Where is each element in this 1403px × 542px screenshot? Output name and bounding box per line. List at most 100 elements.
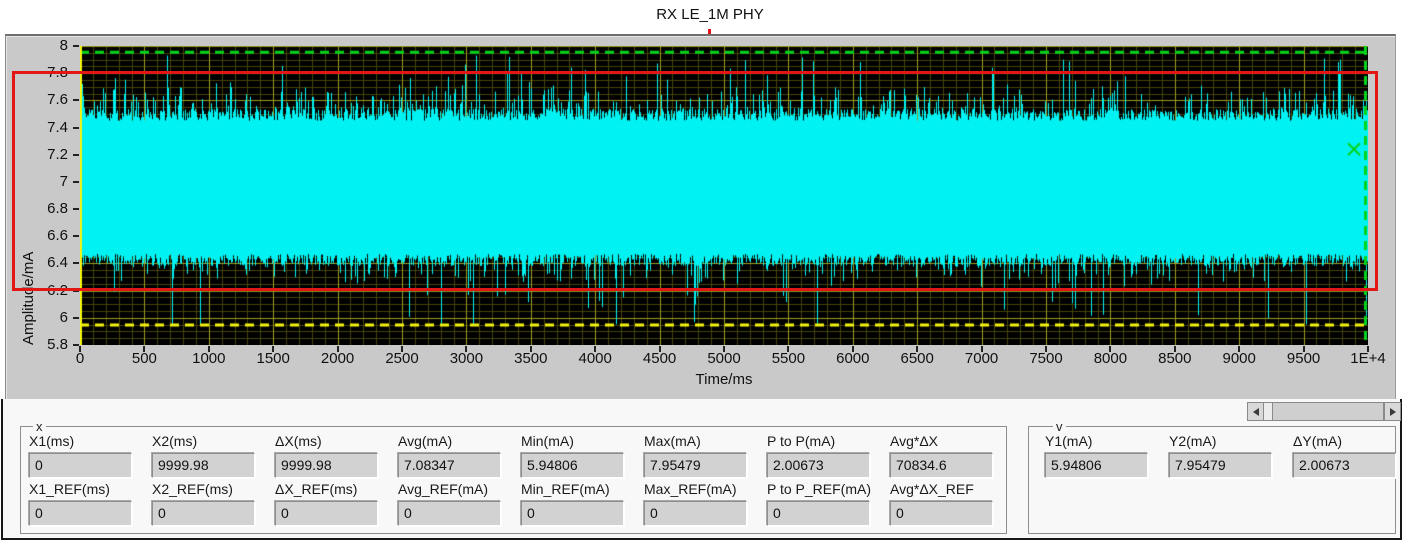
x-tick-label: 6000 [836, 350, 870, 367]
x-tick-mark [529, 346, 532, 352]
x-tick-label: 9000 [1222, 350, 1256, 367]
annotation-title: RX LE_1M PHY [656, 6, 764, 23]
y-tick-label: 7.4 [47, 118, 68, 136]
y-tick-mark [73, 235, 79, 238]
x-tick-label: 5000 [707, 350, 741, 367]
measurement-column: Avg(mA) 7.08347 Avg_REF(mA) 0 [398, 432, 501, 528]
measurement-value-field[interactable]: 70834.6 [890, 453, 993, 478]
x-tick-mark [143, 346, 146, 352]
y-tick-mark [73, 126, 79, 129]
measurement-value-field[interactable]: 5.94806 [521, 453, 624, 478]
cursor-value-field[interactable]: 5.94806 [1045, 453, 1148, 478]
measurement-ref-label: ΔX_REF(ms) [275, 481, 358, 497]
measurement-ref-value-field[interactable]: 0 [890, 501, 993, 526]
y-tick-label: 7.6 [47, 91, 68, 109]
cursor-column: Y2(mA) 7.95479 [1169, 432, 1272, 480]
scrollbar-thumb[interactable] [1272, 402, 1384, 421]
x-measurements-group: x X1(ms) 0 X1_REF(ms) 0 X2(ms) 9999.98 X2_REF(… [20, 420, 1007, 534]
scrollbar-track[interactable] [1264, 402, 1272, 421]
y-tick-mark [73, 316, 79, 319]
measurement-label: ΔX(ms) [275, 433, 322, 449]
y-tick-mark [73, 45, 79, 47]
measurement-ref-value-field[interactable]: 0 [275, 501, 378, 526]
cursor-label: Y1(mA) [1045, 433, 1093, 449]
cursor-label: Y2(mA) [1169, 433, 1217, 449]
y-tick-label: 6 [59, 308, 68, 326]
measurement-ref-label: P to P_REF(mA) [767, 481, 871, 497]
cursor-value-field[interactable]: 7.95479 [1169, 453, 1272, 478]
x-tick-label: 5500 [771, 350, 806, 367]
y-measurements-grid: Y1(mA) 5.94806 Y2(mA) 7.95479 ΔY(mA) 2.00673 [1045, 432, 1396, 480]
x-tick-mark [723, 346, 725, 352]
measurement-ref-label: Max_REF(mA) [644, 481, 737, 497]
x-tick-label: 0 [75, 350, 85, 367]
scrollbar-left-arrow-button[interactable] [1247, 402, 1264, 421]
y-measurements-group: v Y1(mA) 5.94806 Y2(mA) 7.95479 ΔY(mA) 2.0067… [1028, 420, 1396, 534]
x-tick-label: 8500 [1158, 350, 1192, 367]
measurement-label: Avg*ΔX [890, 433, 939, 449]
measurement-value-field[interactable]: 7.08347 [398, 453, 501, 478]
y-tick-label: 6.4 [47, 254, 68, 272]
measurement-value-field[interactable]: 7.95479 [644, 453, 747, 478]
x-tick-label: 8000 [1093, 350, 1128, 367]
x-tick-mark [594, 346, 597, 352]
x-tick-label: 7500 [1029, 350, 1063, 367]
measurement-ref-value-field[interactable]: 0 [152, 501, 255, 526]
measurement-column: ΔX(ms) 9999.98 ΔX_REF(ms) 0 [275, 432, 378, 528]
measurement-ref-value-field[interactable]: 0 [29, 501, 132, 526]
measurement-ref-label: X2_REF(ms) [152, 481, 233, 497]
measurement-ref-value-field[interactable]: 0 [398, 501, 501, 526]
y-tick-label: 7 [59, 172, 68, 190]
x-measurements-grid: X1(ms) 0 X1_REF(ms) 0 X2(ms) 9999.98 X2_REF(ms… [29, 432, 1006, 528]
x-tick-mark [916, 346, 919, 352]
y-tick-mark [73, 208, 79, 211]
x-tick-mark [1045, 346, 1047, 352]
measurement-value-field[interactable]: 0 [29, 453, 132, 478]
measurement-value-field[interactable]: 9999.98 [152, 453, 255, 478]
measurement-column: P to P(mA) 2.00673 P to P_REF(mA) 0 [767, 432, 871, 528]
x-tick-label: 4000 [578, 350, 612, 367]
cursor-label: ΔY(mA) [1293, 433, 1343, 449]
measurement-ref-label: Avg_REF(mA) [398, 481, 488, 497]
graph-horizontal-scrollbar[interactable] [1247, 402, 1401, 421]
y-tick-mark [73, 180, 79, 183]
measurement-column: Avg*ΔX 70834.6 Avg*ΔX_REF 0 [890, 432, 993, 528]
measurement-ref-value-field[interactable]: 0 [767, 501, 870, 526]
x-tick-label: 1500 [256, 350, 290, 367]
x-tick-mark [1238, 346, 1241, 352]
x-tick-label: 500 [131, 350, 157, 367]
y-tick-label: 5.8 [47, 336, 68, 353]
measurement-value-field[interactable]: 9999.98 [275, 453, 378, 478]
measurement-ref-label: Min_REF(mA) [521, 481, 610, 497]
x-tick-mark [401, 346, 403, 352]
x-tick-label: 1E+4 [1350, 350, 1386, 367]
measurement-label: Min(mA) [521, 433, 574, 449]
scroll-right-icon [1389, 407, 1396, 416]
x-tick-mark [207, 346, 210, 352]
y-tick-label: 7.2 [47, 145, 68, 163]
scrollbar-right-arrow-button[interactable] [1384, 402, 1401, 421]
measurement-label: X1(ms) [29, 433, 75, 449]
x-tick-label: 2000 [320, 350, 355, 367]
measurement-column: Min(mA) 5.94806 Min_REF(mA) 0 [521, 432, 624, 528]
x-tick-mark [787, 346, 790, 352]
x-tick-mark [851, 346, 854, 352]
measurement-value-field[interactable]: 2.00673 [767, 453, 870, 478]
measurement-ref-value-field[interactable]: 0 [644, 501, 747, 526]
waveform-graph[interactable] [80, 46, 1368, 345]
cursor-value-field[interactable]: 2.00673 [1293, 453, 1396, 478]
x-tick-mark [336, 346, 339, 352]
x-tick-label: 1000 [192, 350, 226, 367]
measurement-ref-value-field[interactable]: 0 [521, 501, 624, 526]
measurement-label: Max(mA) [644, 433, 701, 449]
x-tick-mark [272, 346, 275, 352]
x-tick-mark [1173, 346, 1176, 352]
scroll-left-icon [1252, 407, 1259, 416]
measurement-column: X2(ms) 9999.98 X2_REF(ms) 0 [152, 432, 255, 528]
x-tick-label: 4500 [642, 350, 677, 367]
y-tick-label: 6.6 [47, 227, 68, 245]
x-tick-mark [1302, 346, 1305, 352]
measurement-label: P to P(mA) [767, 433, 836, 449]
x-tick-mark [465, 346, 468, 352]
x-tick-mark [1367, 346, 1369, 352]
